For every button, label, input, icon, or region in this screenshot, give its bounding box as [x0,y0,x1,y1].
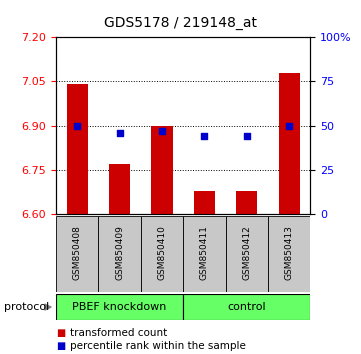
Bar [226,216,268,292]
Text: ■: ■ [56,329,65,338]
Bar [279,73,300,214]
Text: PBEF knockdown: PBEF knockdown [73,302,167,312]
Bar [56,216,98,292]
Bar [268,216,310,292]
Point [244,133,250,139]
Bar [194,190,215,214]
Bar [98,216,141,292]
Text: control: control [227,302,266,312]
Bar [66,84,88,214]
Text: GSM850410: GSM850410 [157,225,166,280]
Text: protocol: protocol [4,302,49,312]
Text: GSM850412: GSM850412 [242,225,251,280]
Point [117,130,122,136]
Text: GSM850408: GSM850408 [73,225,82,280]
Bar [151,126,173,214]
Bar [141,216,183,292]
Text: GDS5178 / 219148_at: GDS5178 / 219148_at [104,16,257,30]
Bar [236,190,257,214]
Point [74,123,80,129]
Text: percentile rank within the sample: percentile rank within the sample [70,341,246,351]
Text: GSM850409: GSM850409 [115,225,124,280]
Point [201,133,207,139]
Bar [109,164,130,214]
Text: ■: ■ [56,341,65,351]
Point [286,123,292,129]
Text: transformed count: transformed count [70,329,168,338]
Point [159,128,165,134]
Bar [56,294,183,320]
Text: GSM850411: GSM850411 [200,225,209,280]
Bar [183,294,310,320]
Text: GSM850413: GSM850413 [285,225,294,280]
Bar [183,216,226,292]
